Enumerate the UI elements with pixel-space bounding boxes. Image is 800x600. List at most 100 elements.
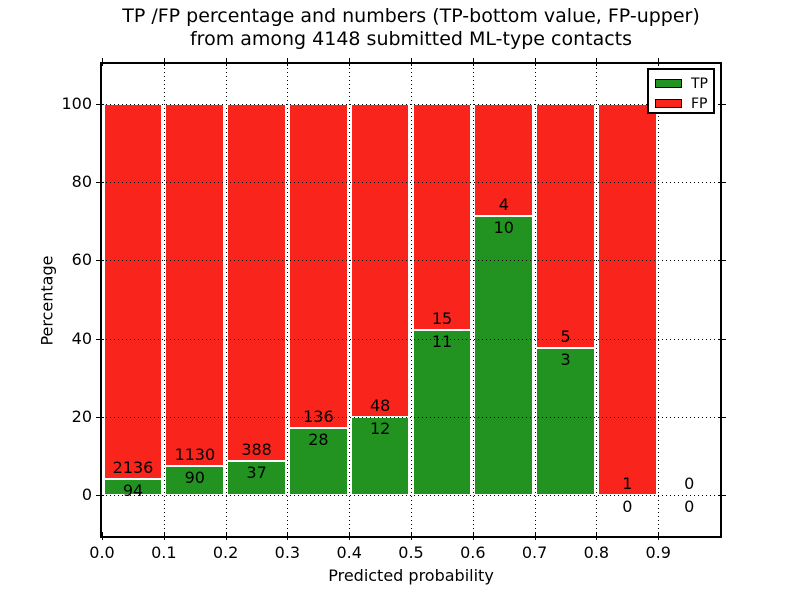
- x-tick-label: 0.7: [521, 543, 548, 562]
- x-tick-mark-top: [411, 58, 412, 66]
- gridline-vertical: [411, 64, 412, 536]
- x-tick-mark-top: [596, 58, 598, 66]
- x-tick-label: 0.8: [583, 543, 610, 562]
- bar-segment-tp: [165, 466, 225, 495]
- y-tick-mark-left: [96, 260, 104, 262]
- x-tick-mark-bottom: [596, 532, 598, 540]
- legend-item: TP: [655, 75, 713, 92]
- annotation-layer: 2136 94 1130 90 388 37 136 28 48 12 15 11 4 10 5 3 1 0 0 0: [102, 64, 720, 536]
- bar-segment-tp: [227, 461, 286, 495]
- legend-swatch-tp: [655, 79, 682, 88]
- bar-segment-fp: [597, 104, 657, 495]
- x-axis-label: Predicted probability: [328, 566, 494, 585]
- gridline-vertical: [163, 64, 165, 536]
- y-tick-mark-left: [96, 338, 104, 340]
- x-tick-mark-top: [163, 58, 165, 66]
- legend-item: FP: [655, 95, 713, 112]
- gridline-vertical: [658, 64, 660, 536]
- fp-count-label: 5: [560, 327, 571, 347]
- x-tick-mark-top: [287, 58, 289, 66]
- bar-segment-fp: [474, 104, 534, 216]
- bar-segment-tp: [474, 215, 534, 495]
- x-tick-mark-top: [349, 58, 351, 66]
- x-tick-label: 0.6: [460, 543, 486, 562]
- fp-count-label: 136: [303, 407, 334, 427]
- legend-label: TP: [691, 75, 708, 92]
- x-tick-mark-bottom: [349, 532, 351, 540]
- tp-count-label: 90: [184, 468, 205, 488]
- y-tick-label: 20: [71, 406, 92, 426]
- tp-count-label: 94: [122, 480, 144, 500]
- fp-count-label: 15: [431, 308, 453, 328]
- y-tick-label: 0: [81, 485, 92, 504]
- x-tick-label: 0.2: [212, 543, 239, 562]
- gridline-vertical: [349, 64, 351, 536]
- x-tick-mark-top: [225, 58, 227, 66]
- legend: TP FP: [647, 68, 715, 114]
- y-tick-label: 60: [71, 250, 92, 270]
- y-tick-mark-right: [718, 495, 726, 496]
- fp-count-label: 0: [684, 474, 695, 493]
- bar-segment-fp: [412, 104, 472, 330]
- y-tick-mark-right: [718, 182, 726, 184]
- y-axis-label: Percentage: [37, 255, 57, 346]
- x-tick-mark-top: [102, 58, 103, 66]
- bar-segment-fp: [536, 104, 595, 349]
- gridline-vertical: [225, 64, 227, 536]
- gridline-vertical: [472, 64, 474, 536]
- fp-count-label: 1: [622, 474, 633, 493]
- x-tick-mark-top: [472, 58, 474, 66]
- x-tick-mark-bottom: [163, 532, 165, 540]
- fp-count-label: 2136: [112, 457, 154, 477]
- x-tick-mark-bottom: [411, 532, 412, 540]
- x-tick-mark-bottom: [658, 532, 660, 540]
- y-tick-mark-left: [96, 182, 104, 184]
- gridline-vertical: [596, 64, 598, 536]
- bar-segment-tp: [412, 329, 472, 495]
- bar-segment-fp: [103, 104, 163, 479]
- bar-segment-tp: [103, 478, 163, 495]
- x-tick-label: 0.9: [645, 543, 671, 562]
- fp-count-label: 1130: [174, 445, 216, 465]
- tp-count-label: 3: [560, 350, 571, 370]
- fp-count-label: 4: [498, 194, 509, 214]
- fp-count-label: 48: [370, 395, 391, 415]
- y-tick-mark-right: [718, 260, 726, 262]
- bar-segment-tp: [536, 348, 595, 495]
- bar-segment-fp: [165, 104, 225, 467]
- tp-count-label: 28: [308, 430, 329, 450]
- x-tick-label: 0.3: [274, 543, 301, 562]
- tp-count-label: 0: [622, 497, 633, 516]
- plot-area: 2136 94 1130 90 388 37 136 28 48 12 15 11 4 10 5 3 1 0 0 0: [96, 58, 726, 540]
- x-tick-label: 0.5: [398, 543, 424, 562]
- tp-count-label: 12: [370, 418, 391, 438]
- x-tick-mark-bottom: [287, 532, 289, 540]
- x-tick-mark-top: [658, 58, 660, 66]
- tp-count-label: 10: [493, 217, 514, 237]
- tp-count-label: 37: [246, 463, 267, 482]
- y-tick-label: 80: [71, 172, 92, 192]
- chart-title-line2: from among 4148 submitted ML-type contac…: [189, 28, 633, 50]
- y-tick-mark-right: [718, 416, 726, 418]
- y-tick-mark-left: [96, 416, 104, 418]
- grid-layer: [102, 64, 720, 536]
- y-tick-mark-left: [96, 104, 104, 105]
- bar-layer: [102, 64, 720, 536]
- y-tick-mark-right: [718, 104, 726, 105]
- x-tick-mark-bottom: [102, 532, 103, 540]
- x-tick-label: 0.0: [89, 543, 115, 562]
- fp-count-label: 388: [241, 440, 272, 459]
- gridline-vertical: [534, 64, 536, 536]
- chart-title: TP /FP percentage and numbers (TP-bottom…: [100, 5, 722, 51]
- tp-count-label: 0: [684, 497, 695, 516]
- x-tick-label: 0.1: [151, 543, 177, 562]
- tick-layer: [96, 58, 726, 540]
- legend-label: FP: [691, 95, 708, 112]
- gridline-vertical: [287, 64, 289, 536]
- x-tick-mark-bottom: [534, 532, 536, 540]
- y-tick-mark-left: [96, 495, 104, 496]
- bar-segment-tp: [288, 428, 348, 495]
- legend-swatch-fp: [655, 99, 682, 108]
- x-tick-mark-top: [534, 58, 536, 66]
- y-tick-mark-right: [718, 338, 726, 340]
